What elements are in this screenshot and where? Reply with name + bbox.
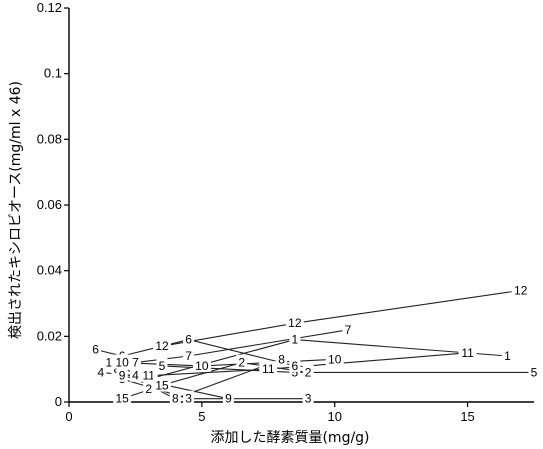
x-axis-title: 添加した酵素質量(mg/g) xyxy=(210,430,369,446)
point-label-3: 3 xyxy=(305,392,312,406)
point-label-bg xyxy=(169,390,181,405)
x-ticks: 0 5 10 15 xyxy=(65,402,475,424)
y-tick-label: 0.08 xyxy=(37,131,62,146)
point-label-bg xyxy=(129,354,141,369)
y-tick-label: 0.12 xyxy=(37,0,62,15)
point-label-4: 4 xyxy=(132,369,139,383)
point-label-bg xyxy=(501,348,513,363)
point-label-bg xyxy=(289,357,301,372)
point-label-10: 10 xyxy=(195,359,209,373)
point-label-bg xyxy=(153,377,171,392)
point-label-bg xyxy=(153,338,171,353)
x-tick-label: 5 xyxy=(198,409,205,424)
y-tick-label: 0.06 xyxy=(37,197,62,212)
point-label-bg xyxy=(192,357,211,372)
point-label-3: 3 xyxy=(185,392,192,406)
x-tick-label: 10 xyxy=(327,409,341,424)
point-label-2: 2 xyxy=(145,382,152,396)
y-ticks: 0 0.02 0.04 0.06 0.08 0.1 0.12 xyxy=(37,0,69,409)
point-label-bg xyxy=(113,390,132,405)
point-label-1: 1 xyxy=(106,356,113,370)
point-label-9: 9 xyxy=(225,392,232,406)
point-label-bg xyxy=(325,351,344,366)
point-label-bg xyxy=(259,361,278,376)
series-line-1 xyxy=(108,339,508,380)
point-label-bg xyxy=(276,351,288,366)
point-label-bg xyxy=(302,390,314,405)
point-label-5: 5 xyxy=(531,365,538,379)
point-label-5: 5 xyxy=(292,365,299,379)
point-label-bg xyxy=(183,348,195,363)
point-label-bg xyxy=(528,364,540,379)
point-label-bg xyxy=(342,321,354,336)
axes xyxy=(68,8,534,403)
point-label-bg xyxy=(143,380,155,395)
point-label-7: 7 xyxy=(345,323,352,337)
point-label-12: 12 xyxy=(514,283,528,297)
point-label-11: 11 xyxy=(262,362,275,376)
point-label-12: 12 xyxy=(155,339,169,353)
point-label-bg xyxy=(116,367,128,382)
point-label-11: 11 xyxy=(461,346,474,360)
point-label-9: 9 xyxy=(119,369,126,383)
point-label-bg xyxy=(458,344,477,359)
point-label-6: 6 xyxy=(185,333,192,347)
series-line-12 xyxy=(161,289,521,347)
x-tick-label: 15 xyxy=(460,409,474,424)
point-label-6: 6 xyxy=(292,359,299,373)
y-tick-label: 0.04 xyxy=(37,263,62,278)
point-label-bg xyxy=(236,354,248,369)
point-label-8: 8 xyxy=(172,392,179,406)
point-label-2: 2 xyxy=(305,365,312,379)
point-label-bg xyxy=(285,315,304,330)
point-label-bg xyxy=(103,354,115,369)
point-label-bg xyxy=(289,331,301,346)
y-tick-label: 0.02 xyxy=(37,328,62,343)
point-label-bg xyxy=(511,282,530,297)
point-label-6: 6 xyxy=(92,342,99,356)
y-axis-title: 検出されたキシロビオース(mg/ml x 46) xyxy=(8,81,24,339)
x-tick-label: 0 xyxy=(65,409,72,424)
point-label-10: 10 xyxy=(115,356,129,370)
point-label-5: 5 xyxy=(159,359,166,373)
point-label-1: 1 xyxy=(292,333,299,347)
point-label-8: 8 xyxy=(278,352,285,366)
point-label-1: 1 xyxy=(504,349,511,363)
point-label-bg xyxy=(222,390,234,405)
point-label-12: 12 xyxy=(288,316,302,330)
point-label-7: 7 xyxy=(132,356,139,370)
point-label-bg xyxy=(129,367,141,382)
point-label-7: 7 xyxy=(185,349,192,363)
point-label-2: 2 xyxy=(238,356,245,370)
point-label-bg xyxy=(183,390,195,405)
point-label-bg xyxy=(90,341,102,356)
point-label-10: 10 xyxy=(328,352,342,366)
y-tick-label: 0.1 xyxy=(44,66,62,81)
point-label-bg xyxy=(95,364,107,379)
point-label-11: 11 xyxy=(142,369,155,383)
point-label-bg xyxy=(113,354,132,369)
point-label-bg xyxy=(302,364,314,379)
point-label-bg xyxy=(183,331,195,346)
point-labels: 1111222333445556666777888991010101111111… xyxy=(90,282,540,406)
point-label-15: 15 xyxy=(155,379,169,393)
y-tick-label: 0 xyxy=(55,394,62,409)
point-label-bg xyxy=(156,357,168,372)
point-label-15: 15 xyxy=(115,392,129,406)
point-label-4: 4 xyxy=(98,365,105,379)
